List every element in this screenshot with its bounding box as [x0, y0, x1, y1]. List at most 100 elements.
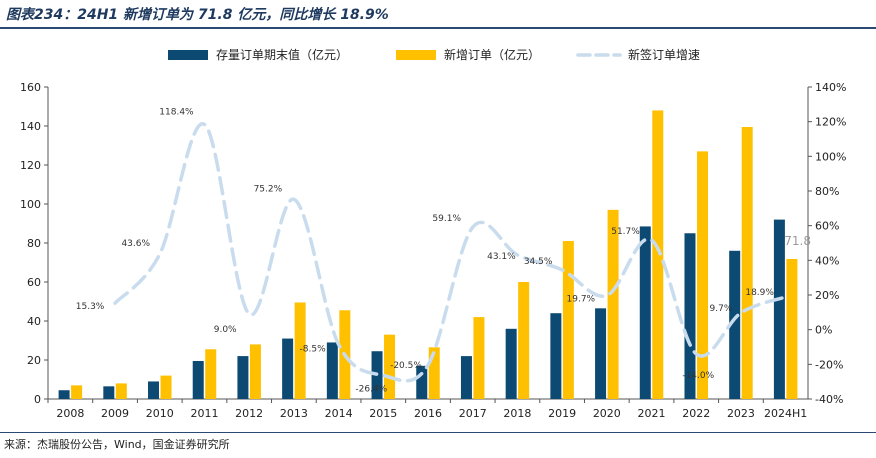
bar-stock-orders: [729, 250, 741, 399]
last-bar-value-label: 71.8: [784, 234, 811, 248]
chart-title: 图表234：24H1 新增订单为 71.8 亿元，同比增长 18.9%: [6, 7, 389, 23]
x-axis-tick-label: 2020: [593, 407, 621, 420]
growth-point-label: 59.1%: [432, 214, 461, 224]
source-note: 来源：杰瑞股份公告，Wind，国金证券研究所: [4, 438, 230, 451]
bar-new-orders: [428, 347, 440, 399]
growth-point-label: 9.7%: [710, 304, 733, 314]
left-axis-tick-label: 40: [27, 315, 41, 328]
left-axis-tick-label: 120: [20, 159, 41, 172]
growth-point-label: 9.0%: [214, 325, 237, 335]
bar-new-orders: [696, 151, 708, 399]
growth-point-label: 75.2%: [254, 184, 283, 194]
bar-new-orders: [160, 375, 172, 399]
legend-swatch-new: [396, 50, 436, 60]
growth-point-label: -14.0%: [682, 371, 714, 381]
title-divider: [0, 27, 876, 29]
growth-point-label: -26.4%: [355, 384, 387, 394]
right-axis-tick-label: 80%: [815, 185, 839, 198]
bar-new-orders: [249, 344, 261, 399]
footer-divider: [0, 432, 876, 433]
bar-stock-orders: [550, 313, 562, 399]
bar-new-orders: [741, 126, 753, 399]
growth-point-label: 15.3%: [76, 302, 105, 312]
bar-stock-orders: [148, 381, 160, 399]
x-axis-tick-label: 2013: [280, 407, 308, 420]
legend-label-stock: 存量订单期末值（亿元）: [216, 47, 348, 62]
bar-new-orders: [562, 241, 574, 399]
right-axis-tick-label: -20%: [815, 358, 843, 371]
chart-axes: 0 20 40 60 80 100 120 140 160 -40% -20% 0% 20% 40% 60%…: [20, 81, 846, 420]
growth-point-label: 43.6%: [121, 239, 150, 249]
left-axis-tick-label: 160: [20, 81, 41, 94]
bar-stock-orders: [639, 226, 651, 399]
x-axis-tick-label: 2015: [369, 407, 397, 420]
bar-new-orders: [384, 334, 396, 399]
bar-new-orders: [473, 317, 485, 399]
x-axis-tick-label: 2024H1: [764, 407, 807, 420]
bar-stock-orders: [684, 233, 696, 399]
x-axis-tick-label: 2016: [414, 407, 442, 420]
right-axis-tick-label: 40%: [815, 254, 839, 267]
bar-new-orders: [786, 258, 798, 399]
bar-stock-orders: [58, 390, 70, 399]
growth-point-label: 43.1%: [487, 252, 516, 262]
bar-stock-orders: [460, 356, 472, 399]
right-axis-tick-label: 20%: [815, 289, 839, 302]
bar-stock-orders: [773, 219, 785, 399]
growth-point-label: 18.9%: [745, 288, 774, 298]
left-axis-tick-label: 0: [34, 393, 41, 406]
left-axis-tick-label: 80: [27, 237, 41, 250]
left-axis-tick-label: 60: [27, 276, 41, 289]
x-axis-tick-label: 2022: [682, 407, 710, 420]
x-axis-tick-label: 2023: [727, 407, 755, 420]
growth-rate-line: [113, 122, 788, 383]
growth-point-label: 19.7%: [567, 295, 596, 305]
bar-new-orders: [205, 349, 217, 399]
combo-chart: 存量订单期末值（亿元） 新增订单（亿元） 新签订单增速 0 20 40 60 80 100 12…: [20, 47, 846, 420]
left-axis-tick-label: 140: [20, 120, 41, 133]
right-axis-tick-label: 60%: [815, 220, 839, 233]
bar-new-orders: [607, 209, 619, 399]
bar-series: [58, 110, 798, 400]
x-axis-tick-label: 2008: [56, 407, 84, 420]
bar-new-orders: [518, 282, 530, 399]
right-axis-tick-label: -40%: [815, 393, 843, 406]
x-axis-tick-label: 2019: [548, 407, 576, 420]
line-series: [113, 122, 788, 383]
x-axis-tick-label: 2017: [459, 407, 487, 420]
data-labels: 15.3% 43.6% 118.4% 9.0% 75.2% -8.5% -26.4% -20.…: [76, 107, 811, 394]
bar-new-orders: [71, 385, 83, 399]
right-axis-tick-label: 120%: [815, 116, 846, 129]
bar-stock-orders: [103, 386, 115, 399]
left-axis-tick-label: 100: [20, 198, 41, 211]
bar-new-orders: [294, 302, 306, 399]
x-axis-tick-label: 2011: [190, 407, 218, 420]
x-axis-tick-label: 2010: [146, 407, 174, 420]
right-axis-tick-label: 100%: [815, 150, 846, 163]
chart-legend: 存量订单期末值（亿元） 新增订单（亿元） 新签订单增速: [168, 47, 700, 62]
bar-stock-orders: [237, 356, 249, 399]
growth-point-label: -20.5%: [390, 361, 422, 371]
growth-point-label: -8.5%: [300, 344, 327, 354]
bar-new-orders: [115, 383, 127, 399]
bar-stock-orders: [282, 338, 294, 399]
bar-new-orders: [652, 110, 664, 400]
growth-point-label: 34.5%: [524, 257, 553, 267]
x-axis-tick-label: 2014: [325, 407, 353, 420]
legend-swatch-stock: [168, 50, 208, 60]
right-axis-tick-label: 140%: [815, 81, 846, 94]
bar-stock-orders: [416, 365, 428, 399]
left-axis-tick-label: 20: [27, 354, 41, 367]
growth-point-label: 118.4%: [159, 107, 194, 117]
legend-label-new: 新增订单（亿元）: [444, 47, 540, 62]
x-axis-tick-label: 2012: [235, 407, 263, 420]
bar-stock-orders: [192, 360, 204, 399]
x-axis-tick-label: 2021: [638, 407, 666, 420]
growth-point-label: 51.7%: [611, 227, 640, 237]
x-axis-tick-label: 2018: [503, 407, 531, 420]
bar-stock-orders: [326, 342, 338, 399]
legend-label-growth: 新签订单增速: [628, 47, 700, 62]
bar-stock-orders: [505, 328, 517, 399]
x-axis-tick-label: 2009: [101, 407, 129, 420]
bar-stock-orders: [595, 308, 607, 399]
